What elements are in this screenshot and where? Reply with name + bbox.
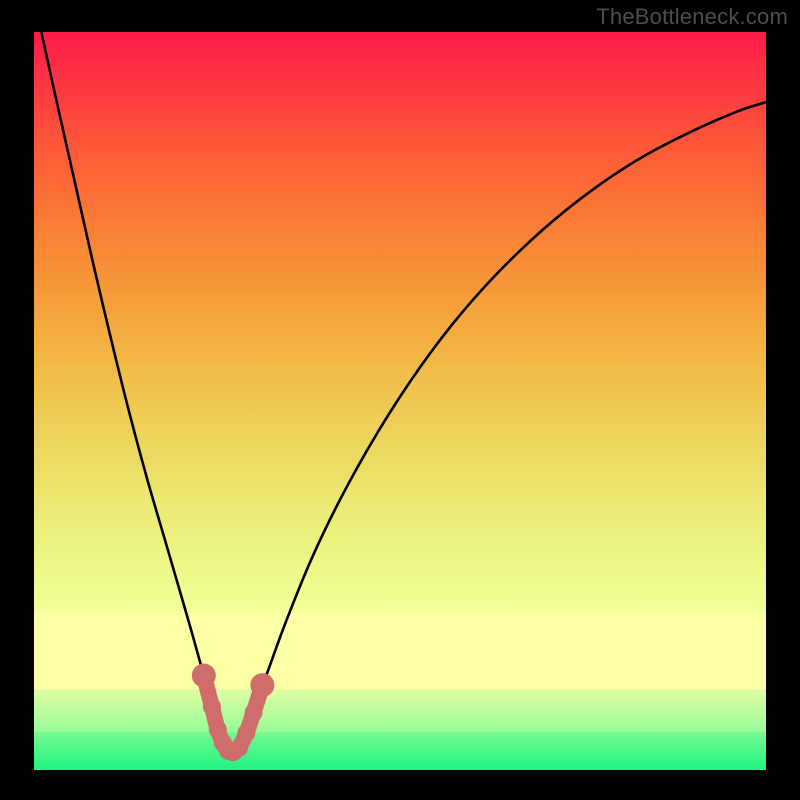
bottleneck-chart bbox=[0, 0, 800, 800]
highlight-marker bbox=[250, 673, 274, 697]
highlight-marker bbox=[192, 664, 216, 688]
plot-background bbox=[34, 32, 766, 770]
highlight-marker bbox=[237, 724, 255, 742]
highlight-marker bbox=[245, 703, 263, 721]
watermark-text: TheBottleneck.com bbox=[596, 4, 788, 30]
highlight-marker bbox=[203, 698, 221, 716]
chart-container: TheBottleneck.com bbox=[0, 0, 800, 800]
